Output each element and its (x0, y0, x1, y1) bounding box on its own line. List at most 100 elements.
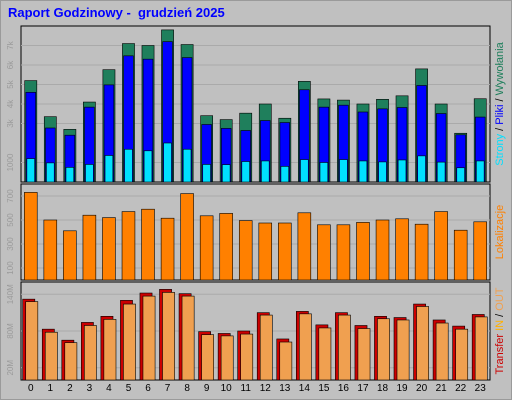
x-tick-label: 10 (221, 383, 233, 394)
x-tick-label: 8 (184, 383, 190, 394)
bar-lokalizacje (336, 224, 351, 281)
bar-strony (85, 164, 94, 183)
bar-lokalizacje (121, 211, 136, 281)
y-tick-label: 100 (6, 261, 15, 275)
bar-lokalizacje (375, 219, 390, 281)
bar-strony (417, 155, 426, 183)
legend-item: Pliki (494, 105, 506, 125)
bar-out (279, 341, 293, 381)
x-tick-label: 0 (28, 383, 34, 394)
bar-lokalizacje (160, 217, 175, 281)
bar-out (298, 313, 312, 381)
bar-strony (280, 166, 290, 183)
bar-strony (456, 167, 465, 183)
y-tick-label: 500 (6, 213, 15, 227)
x-tick-label: 11 (241, 383, 252, 394)
x-tick-label: 20 (416, 383, 428, 394)
legend-item: Transfer (494, 334, 506, 375)
chart-title: Raport Godzinowy - grudzień 2025 (8, 5, 225, 20)
bar-lokalizacje (199, 215, 214, 281)
bar-out (220, 335, 234, 381)
bar-lokalizacje (453, 229, 468, 281)
bar-lokalizacje (434, 211, 448, 281)
plot-area-locations (20, 183, 491, 281)
y-tick-label: 1000 (6, 153, 15, 171)
legend-item: IN (494, 320, 506, 331)
bar-lokalizacje (356, 222, 370, 281)
x-tick-label: 3 (87, 383, 93, 394)
x-tick-label: 22 (455, 383, 467, 394)
bar-strony (143, 150, 153, 183)
legend-requests: Strony / Pliki / Wywołania (494, 41, 506, 165)
bar-out (240, 333, 254, 381)
x-tick-label: 23 (475, 383, 487, 394)
y-tick-label: 6k (6, 60, 15, 69)
legend-locations: Lokalizacje (494, 205, 506, 259)
y-tick-label: 5k (6, 79, 15, 88)
bar-out (181, 295, 195, 381)
x-tick-label: 9 (204, 383, 210, 394)
x-tick-label: 2 (67, 383, 73, 394)
bar-lokalizacje (141, 208, 155, 281)
bar-strony (221, 164, 231, 183)
bar-out (162, 292, 175, 381)
legend-item: / (494, 313, 506, 317)
bar-out (318, 327, 332, 381)
bar-strony (65, 167, 75, 183)
x-tick-label: 13 (279, 383, 291, 394)
bar-out (84, 325, 97, 381)
bar-strony (436, 161, 446, 183)
bar-strony (358, 160, 368, 183)
bar-out (435, 322, 449, 381)
bar-out (416, 306, 429, 381)
x-tick-label: 14 (299, 383, 311, 394)
bar-lokalizacje (102, 217, 116, 281)
x-tick-label: 15 (318, 383, 330, 394)
bar-out (64, 342, 78, 381)
x-tick-label: 5 (126, 383, 132, 394)
y-tick-label: 3k (6, 118, 15, 127)
bar-out (123, 303, 136, 381)
bar-strony (261, 160, 270, 183)
bar-out (259, 314, 273, 381)
y-tick-label: 20M (6, 360, 15, 376)
y-tick-label: 4k (6, 99, 15, 108)
x-tick-label: 7 (165, 383, 171, 394)
bar-lokalizacje (82, 214, 97, 281)
bar-lokalizacje (395, 218, 409, 281)
bar-strony (378, 161, 387, 183)
bar-out (44, 331, 58, 381)
bar-strony (104, 155, 114, 183)
bar-lokalizacje (278, 222, 292, 281)
bar-lokalizacje (238, 220, 253, 281)
bar-strony (241, 161, 250, 183)
bar-out (25, 301, 39, 381)
bar-strony (476, 160, 485, 183)
x-tick-label: 4 (106, 383, 112, 394)
y-tick-label: 80M (6, 323, 15, 339)
legend-item: / (494, 125, 506, 134)
y-tick-label: 300 (6, 237, 15, 251)
bar-lokalizacje (414, 223, 429, 281)
bar-strony (163, 142, 172, 183)
bar-lokalizacje (473, 221, 487, 281)
legend-item: Wywołania (494, 41, 506, 95)
bar-strony (339, 159, 348, 183)
bar-out (455, 328, 469, 381)
x-tick-label: 6 (145, 383, 151, 394)
bar-lokalizacje (258, 222, 273, 281)
bar-lokalizacje (24, 192, 38, 281)
bar-lokalizacje (63, 230, 77, 281)
bar-lokalizacje (180, 193, 194, 281)
bar-strony (202, 164, 211, 183)
bar-strony (26, 158, 35, 183)
bar-out (142, 295, 156, 381)
bar-lokalizacje (317, 224, 331, 281)
bar-out (396, 319, 410, 381)
bar-lokalizacje (297, 212, 312, 281)
bar-out (338, 314, 351, 381)
y-tick-label: 7k (6, 40, 15, 49)
bar-strony (182, 148, 192, 183)
legend-item: Lokalizacje (494, 205, 506, 259)
